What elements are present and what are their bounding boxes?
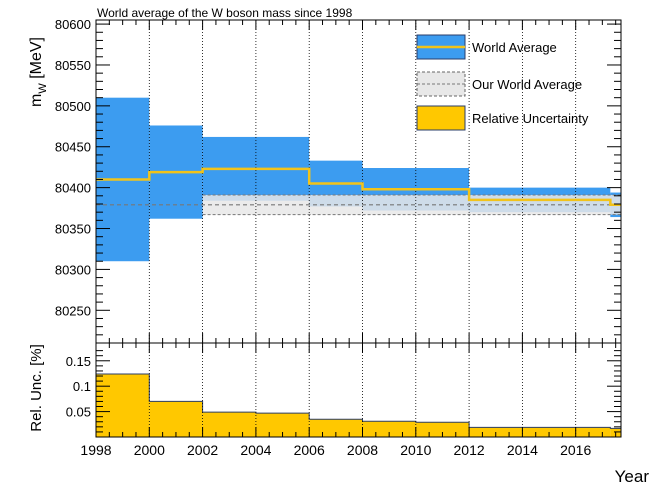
rel-axes xyxy=(95,342,622,438)
x-tick-label: 2014 xyxy=(507,442,538,458)
main-y-tick-label: 80600 xyxy=(55,17,91,32)
chart-title: World average of the W boson mass since … xyxy=(97,6,353,20)
rel-y-ticks: 0.05 0.1 0.15 xyxy=(66,350,621,433)
main-y-tick-label: 80450 xyxy=(55,140,91,155)
main-y-tick-label: 80550 xyxy=(55,58,91,73)
x-tick-label: 2002 xyxy=(187,442,218,458)
y-label-sub: W xyxy=(37,83,49,94)
y-label-m: m xyxy=(28,94,45,107)
rel-gridlines xyxy=(148,343,577,437)
x-tick-label: 1998 xyxy=(80,442,111,458)
x-tick-label: 2010 xyxy=(400,442,431,458)
relative-uncertainty-plot: 0.05 0.1 0.15 1998 2000 2002 2004 2006 2008 2010… xyxy=(66,342,622,458)
x-tick-label: 2000 xyxy=(134,442,165,458)
main-y-tick-label: 80250 xyxy=(55,303,91,318)
legend-label-world-average: World Average xyxy=(472,40,557,55)
x-tick-label: 2008 xyxy=(347,442,378,458)
rel-y-tick-label: 0.15 xyxy=(66,354,91,369)
rel-unc-bar xyxy=(149,401,203,437)
x-axis-label: Year xyxy=(615,467,649,485)
main-plot: 80250 80300 80350 80400 80450 80500 80550 80600 xyxy=(55,17,622,344)
main-y-tick-label: 80350 xyxy=(55,222,91,237)
main-y-ticks: 80250 80300 80350 80400 80450 80500 80550 80600 xyxy=(55,17,621,344)
rel-unc-bar xyxy=(469,427,611,437)
main-y-tick-label: 80400 xyxy=(55,181,91,196)
legend-swatch-relative-uncertainty xyxy=(416,105,466,131)
rel-y-tick-label: 0.05 xyxy=(66,405,91,420)
legend: World Average Our World Average Relative… xyxy=(416,34,589,131)
rel-frame xyxy=(95,342,622,438)
relative-uncertainty-histogram xyxy=(95,373,621,437)
x-tick-label: 2012 xyxy=(454,442,485,458)
rel-unc-bar xyxy=(96,373,150,437)
rel-x-ticks: 1998 2000 2002 2004 2006 2008 2010 2012 2014 2016 xyxy=(80,442,591,458)
y-label-unit: [MeV] xyxy=(28,37,45,83)
main-y-axis-label: mW [MeV] xyxy=(28,37,49,107)
legend-label-relative-uncertainty: Relative Uncertainty xyxy=(472,111,589,126)
x-tick-label: 2016 xyxy=(560,442,591,458)
main-y-tick-label: 80500 xyxy=(55,99,91,114)
world-average-line xyxy=(96,167,621,207)
rel-y-tick-label: 0.1 xyxy=(73,379,91,394)
main-y-tick-label: 80300 xyxy=(55,262,91,277)
legend-label-our-world-average: Our World Average xyxy=(472,77,582,92)
world-average-step-line xyxy=(96,167,621,207)
rel-unc-bar xyxy=(255,413,310,437)
rel-y-axis-label: Rel. Unc. [%] xyxy=(28,344,45,432)
x-tick-label: 2004 xyxy=(240,442,271,458)
x-tick-label: 2006 xyxy=(294,442,325,458)
